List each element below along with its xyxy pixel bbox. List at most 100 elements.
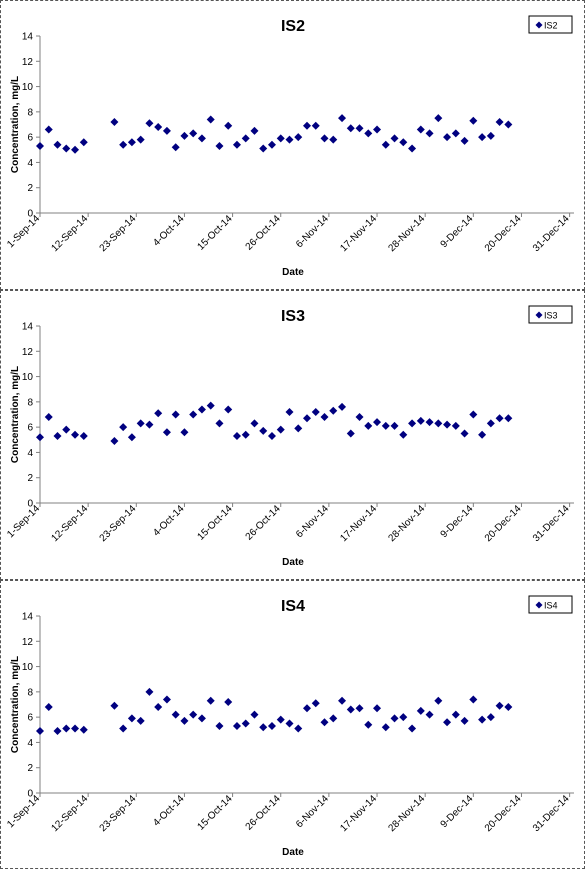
- data-point: [119, 140, 128, 149]
- chart-panel-is2: IS2 0 2 4 6 8 10 12 14 1-Sep-14 12-Sep-14 23-Sep-14…: [0, 0, 585, 290]
- data-point: [373, 125, 382, 134]
- y-tick-label: 14: [22, 322, 34, 333]
- legend-box: [528, 595, 573, 614]
- data-point: [136, 419, 145, 428]
- data-point: [180, 428, 189, 437]
- data-point: [460, 136, 469, 145]
- y-axis-title: Concentration, mg/L: [10, 366, 21, 463]
- data-point: [53, 431, 62, 440]
- data-point: [416, 706, 425, 715]
- data-point: [399, 138, 408, 147]
- y-tick-label: 14: [22, 612, 34, 623]
- data-point: [162, 126, 171, 135]
- x-tick-label: 17-Nov-14: [338, 213, 379, 254]
- y-tick-label: 14: [22, 32, 34, 43]
- data-point: [320, 718, 329, 727]
- data-point: [154, 123, 163, 132]
- data-point: [381, 140, 390, 149]
- data-point: [215, 141, 224, 150]
- data-point: [62, 724, 71, 733]
- data-point: [36, 141, 44, 150]
- x-tick-label: 28-Nov-14: [386, 793, 427, 834]
- data-point: [390, 714, 399, 723]
- data-point: [276, 715, 285, 724]
- data-point: [224, 405, 233, 414]
- data-point: [206, 696, 215, 705]
- y-tick-label: 0: [27, 789, 33, 800]
- x-tick-label: 15-Oct-14: [195, 503, 235, 543]
- data-point: [399, 713, 408, 722]
- data-point: [285, 407, 294, 416]
- data-point: [451, 421, 460, 430]
- data-point: [311, 407, 320, 416]
- x-tick-label: 9-Dec-14: [439, 213, 476, 250]
- data-point: [71, 430, 80, 439]
- x-tick-label: 31-Dec-14: [531, 213, 572, 254]
- y-tick-label: 12: [22, 637, 34, 648]
- data-point: [189, 710, 198, 719]
- data-point: [259, 723, 268, 732]
- data-point: [224, 121, 233, 130]
- data-point: [373, 418, 382, 427]
- data-point: [53, 140, 62, 149]
- x-tick-label: 28-Nov-14: [386, 213, 427, 254]
- data-point: [110, 437, 119, 446]
- data-point: [259, 426, 268, 435]
- legend-label: IS2: [544, 21, 558, 31]
- y-tick-label: 8: [27, 687, 33, 698]
- x-tick-label: 12-Sep-14: [49, 503, 90, 544]
- data-point: [338, 696, 347, 705]
- x-tick-label: 23-Sep-14: [98, 793, 139, 834]
- data-point: [504, 414, 513, 423]
- data-point: [355, 124, 364, 133]
- data-point: [486, 713, 495, 722]
- chart-title: IS2: [281, 18, 305, 35]
- x-tick-label: 6-Nov-14: [294, 793, 331, 830]
- x-tick-label: 9-Dec-14: [439, 793, 476, 830]
- data-point: [469, 116, 478, 125]
- data-point: [119, 423, 128, 432]
- data-point: [71, 724, 80, 733]
- data-point: [79, 138, 88, 147]
- data-point: [320, 134, 329, 143]
- data-point: [355, 704, 364, 713]
- x-tick-label: 4-Oct-14: [151, 213, 187, 249]
- data-point: [197, 134, 206, 143]
- data-point: [215, 721, 224, 730]
- data-point: [504, 703, 513, 712]
- data-point: [224, 697, 233, 706]
- data-point: [189, 410, 198, 419]
- data-point: [303, 704, 311, 713]
- y-tick-label: 12: [22, 57, 34, 68]
- data-point: [44, 703, 53, 712]
- data-point: [136, 716, 145, 725]
- data-point: [267, 431, 276, 440]
- data-point: [355, 413, 364, 422]
- data-point: [329, 714, 338, 723]
- data-point: [180, 716, 189, 725]
- data-point: [460, 429, 469, 438]
- data-point: [232, 431, 241, 440]
- y-tick-label: 6: [27, 423, 33, 434]
- data-point: [416, 416, 425, 425]
- data-point: [145, 420, 154, 429]
- data-point: [320, 413, 329, 422]
- data-point: [364, 129, 373, 138]
- data-point: [127, 433, 136, 442]
- x-tick-label: 20-Dec-14: [483, 213, 524, 254]
- data-point: [303, 414, 311, 423]
- x-tick-label: 26-Oct-14: [244, 793, 284, 833]
- legend: IS2: [528, 15, 573, 34]
- y-tick-label: 2: [27, 763, 33, 774]
- data-point: [311, 121, 320, 130]
- data-point: [250, 710, 259, 719]
- data-point: [171, 143, 180, 152]
- chart-is4: IS4 0 2 4 6 8 10 12 14 1-Sep-14 12-Sep-14 23-Sep-14…: [5, 595, 574, 858]
- y-tick-label: 0: [27, 499, 33, 510]
- data-point: [478, 715, 487, 724]
- data-point: [79, 431, 88, 440]
- data-point: [486, 419, 495, 428]
- x-tick-label: 1-Sep-14: [5, 213, 42, 250]
- data-point: [36, 727, 44, 736]
- x-tick-label: 4-Oct-14: [151, 503, 187, 539]
